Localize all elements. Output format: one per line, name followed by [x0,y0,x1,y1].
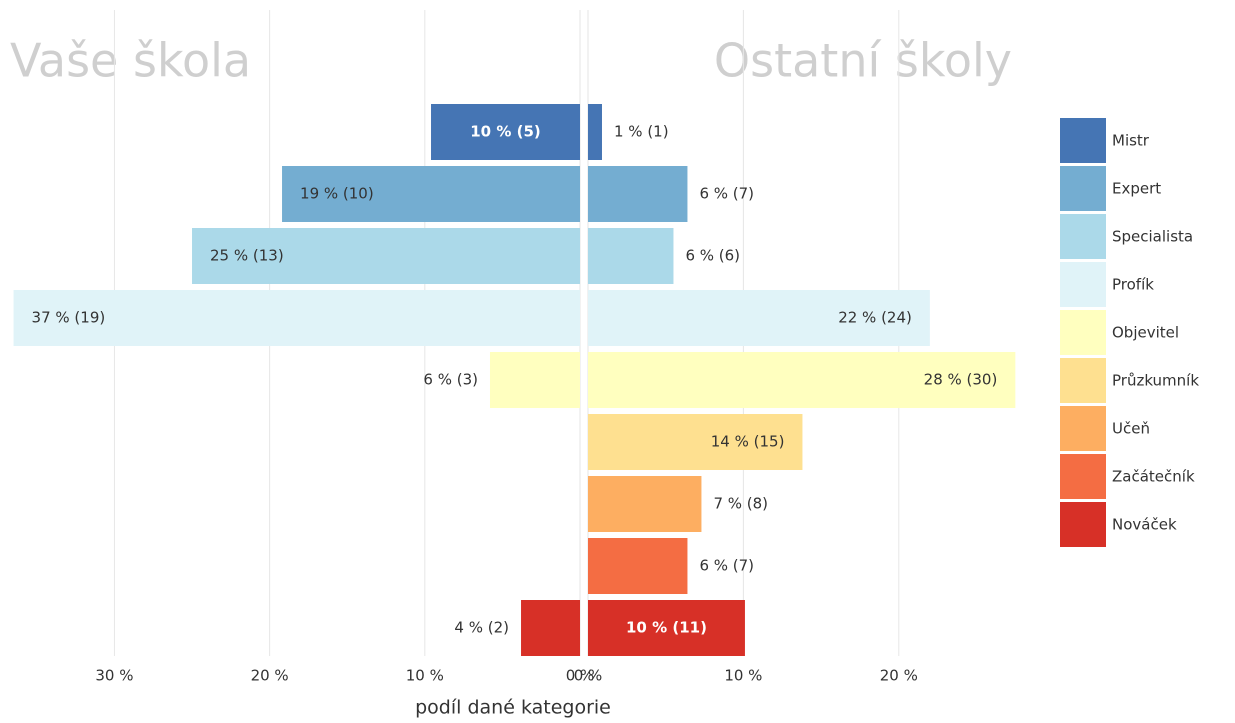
value-label: 7 % (8) [713,495,768,513]
bar [588,538,688,594]
bar [588,600,745,656]
legend-label: Profík [1112,276,1154,294]
legend-swatch [1060,310,1106,355]
bar [588,166,688,222]
bar [192,228,580,284]
right-title: Ostatní školy [714,34,1012,88]
legend-swatch [1060,118,1106,163]
value-label: 28 % (30) [924,371,998,389]
bar [588,290,930,346]
legend-swatch [1060,166,1106,211]
left-title: Vaše škola [10,34,251,88]
legend-swatch [1060,262,1106,307]
bar [588,228,674,284]
bar [588,104,602,160]
value-label: 10 % (11) [626,619,707,637]
bar [588,476,702,532]
value-label: 6 % (6) [685,247,740,265]
value-label: 14 % (15) [711,433,785,451]
bar [489,352,580,408]
x-tick-label: 10 % [406,667,444,685]
value-label: 6 % (3) [423,371,478,389]
legend-label: Učeň [1112,420,1150,438]
value-label: 4 % (2) [454,619,509,637]
bar [521,600,580,656]
bar [431,104,580,160]
value-label: 19 % (10) [300,185,374,203]
value-label: 37 % (19) [32,309,106,327]
value-label: 1 % (1) [614,123,669,141]
legend-label: Nováček [1112,516,1177,534]
x-tick-label: 10 % [724,667,762,685]
legend-swatch [1060,358,1106,403]
bar [282,166,580,222]
legend-swatch [1060,454,1106,499]
bar [588,352,1016,408]
legend-swatch [1060,214,1106,259]
legend-label: Začátečník [1112,468,1195,486]
x-tick-label: 20 % [880,667,918,685]
legend-swatch [1060,406,1106,451]
x-tick-label: 20 % [251,667,289,685]
bar [588,414,803,470]
value-label: 6 % (7) [699,185,754,203]
value-label: 25 % (13) [210,247,284,265]
legend-swatch [1060,502,1106,547]
legend-label: Průzkumník [1112,372,1199,390]
legend-label: Expert [1112,180,1161,198]
x-axis-label: podíl dané kategorie [415,697,611,719]
legend-label: Mistr [1112,132,1150,150]
x-tick-label: 30 % [95,667,133,685]
value-label: 6 % (7) [699,557,754,575]
x-tick-label: 0 % [566,667,595,685]
value-label: 10 % (5) [470,123,541,141]
bar [13,290,580,346]
legend-label: Specialista [1112,228,1193,246]
legend-label: Objevitel [1112,324,1179,342]
value-label: 22 % (24) [838,309,912,327]
x-tick-label: 0 % [574,667,603,685]
